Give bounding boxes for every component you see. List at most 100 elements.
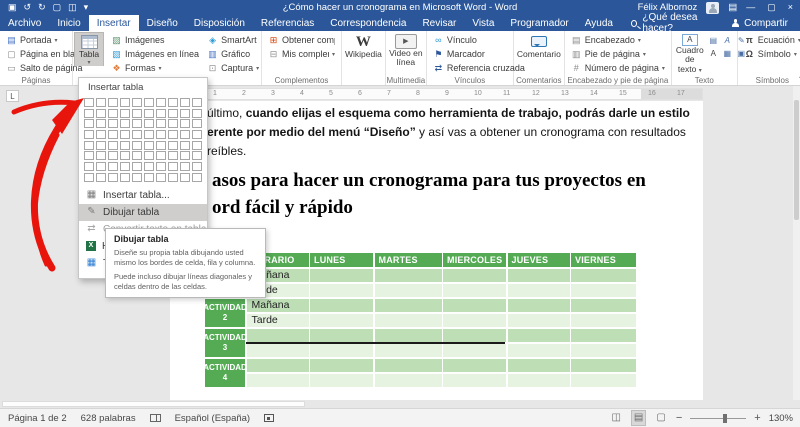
obtener-complementos-button[interactable]: ⊞ Obtener complementos xyxy=(269,34,335,45)
table-size-cell[interactable] xyxy=(167,98,179,107)
table-size-cell[interactable] xyxy=(95,162,107,172)
table-size-cell[interactable] xyxy=(155,98,167,107)
table-size-cell[interactable] xyxy=(131,108,143,118)
macro-record-icon[interactable] xyxy=(264,414,275,422)
zoom-in-button[interactable]: + xyxy=(754,412,761,424)
table-size-grid[interactable] xyxy=(79,96,207,187)
print-layout-icon[interactable]: ▤ xyxy=(630,410,647,426)
customize-qat-icon[interactable]: ▾ xyxy=(83,2,89,12)
table-size-cell[interactable] xyxy=(84,151,95,161)
tab-disposición[interactable]: Disposición xyxy=(193,17,245,29)
web-layout-icon[interactable]: ▢ xyxy=(656,412,666,423)
table-size-cell[interactable] xyxy=(131,162,143,172)
table-size-cell[interactable] xyxy=(155,108,167,118)
date-time-icon[interactable]: ▦ xyxy=(723,49,732,58)
table-size-cell[interactable] xyxy=(84,130,95,140)
table-size-cell[interactable] xyxy=(95,140,107,150)
table-size-cell[interactable] xyxy=(167,151,179,161)
dibujar-tabla-item[interactable]: ✎ Dibujar tabla xyxy=(79,203,207,221)
table-size-cell[interactable] xyxy=(179,162,191,172)
restore-button[interactable]: ▢ xyxy=(767,2,777,12)
tab-archivo[interactable]: Archivo xyxy=(8,17,42,29)
table-size-cell[interactable] xyxy=(84,162,95,172)
table-size-cell[interactable] xyxy=(95,130,107,140)
avatar[interactable] xyxy=(706,1,720,14)
table-size-cell[interactable] xyxy=(107,108,119,118)
table-size-cell[interactable] xyxy=(119,130,131,140)
table-size-cell[interactable] xyxy=(119,162,131,172)
marcador-button[interactable]: ⚑ Marcador xyxy=(434,48,485,59)
table-size-cell[interactable] xyxy=(131,119,143,129)
imagenes-en-linea-button[interactable]: ▧ Imágenes en línea xyxy=(112,48,200,59)
table-size-cell[interactable] xyxy=(155,172,167,182)
proofing-icon[interactable] xyxy=(149,414,161,422)
table-size-cell[interactable] xyxy=(131,98,143,107)
table-size-cell[interactable] xyxy=(143,151,155,161)
table-size-cell[interactable] xyxy=(107,98,119,107)
table-size-cell[interactable] xyxy=(119,140,131,150)
table-size-cell[interactable] xyxy=(84,119,95,129)
table-size-cell[interactable] xyxy=(143,98,155,107)
table-size-cell[interactable] xyxy=(179,119,191,129)
save-icon[interactable]: ▣ xyxy=(8,2,17,12)
page-indicator[interactable]: Página 1 de 2 xyxy=(8,412,67,424)
table-size-cell[interactable] xyxy=(191,119,203,129)
table-size-cell[interactable] xyxy=(191,130,203,140)
table-size-cell[interactable] xyxy=(131,151,143,161)
portada-button[interactable]: ▤ Portada ▾ xyxy=(7,34,58,45)
table-size-cell[interactable] xyxy=(191,172,203,182)
pagina-en-blanco-button[interactable]: ▢ Página en blanco xyxy=(7,48,90,59)
table-size-cell[interactable] xyxy=(84,108,95,118)
table-size-cell[interactable] xyxy=(107,130,119,140)
encabezado-button[interactable]: ▤ Encabezado ▾ xyxy=(572,34,641,45)
language-indicator[interactable]: Español (España) xyxy=(174,412,251,424)
undo-icon[interactable]: ↺ xyxy=(23,2,32,12)
tell-me-box[interactable]: ¿Qué desea hacer? xyxy=(621,12,731,34)
schedule-table[interactable]: HORARIO LUNES MARTES MIERCOLES JUEVES VIERNES… xyxy=(203,253,636,387)
vinculo-button[interactable]: ∞ Vínculo xyxy=(430,33,510,47)
table-size-cell[interactable] xyxy=(179,172,191,182)
table-size-cell[interactable] xyxy=(107,162,119,172)
table-size-cell[interactable] xyxy=(119,98,131,107)
table-size-cell[interactable] xyxy=(131,130,143,140)
table-size-cell[interactable] xyxy=(191,151,203,161)
table-size-cell[interactable] xyxy=(95,108,107,118)
tabla-button[interactable]: Tabla ▾ xyxy=(74,32,104,66)
tab-insertar[interactable]: Insertar xyxy=(88,15,139,31)
table-size-cell[interactable] xyxy=(191,108,203,118)
table-size-cell[interactable] xyxy=(155,162,167,172)
tab-stop-selector[interactable]: L xyxy=(6,90,19,102)
table-size-cell[interactable] xyxy=(84,140,95,150)
vertical-scrollbar-thumb[interactable] xyxy=(794,100,799,220)
table-size-cell[interactable] xyxy=(95,172,107,182)
redo-icon[interactable]: ↻ xyxy=(38,2,46,12)
imagenes-button[interactable]: ▨ Imágenes xyxy=(112,34,165,45)
pie-de-pagina-button[interactable]: ▥ Pie de página ▾ xyxy=(572,48,646,59)
table-size-cell[interactable] xyxy=(167,108,179,118)
table-size-cell[interactable] xyxy=(191,140,203,150)
table-size-cell[interactable] xyxy=(167,140,179,150)
salto-de-pagina-button[interactable]: ▭ Salto de página xyxy=(7,62,83,73)
object-icon[interactable]: ▣ xyxy=(737,49,746,58)
table-size-cell[interactable] xyxy=(107,151,119,161)
table-size-cell[interactable] xyxy=(95,119,107,129)
numero-de-pagina-button[interactable]: # Número de página ▾ xyxy=(568,61,668,75)
table-size-cell[interactable] xyxy=(179,108,191,118)
tab-ayuda[interactable]: Ayuda xyxy=(584,17,613,29)
wikipedia-button[interactable]: W Wikipedia xyxy=(345,34,382,59)
table-size-cell[interactable] xyxy=(119,151,131,161)
table-size-cell[interactable] xyxy=(107,119,119,129)
tab-diseño[interactable]: Diseño xyxy=(146,17,178,29)
read-mode-icon[interactable]: ◫ xyxy=(611,412,621,423)
wordart-icon[interactable]: A xyxy=(724,36,730,45)
user-name[interactable]: Félix Albornoz xyxy=(637,2,698,13)
zoom-level[interactable]: 130% xyxy=(768,412,793,424)
table-size-cell[interactable] xyxy=(119,119,131,129)
share-button[interactable]: Compartir xyxy=(731,15,800,31)
vertical-scrollbar[interactable] xyxy=(793,86,800,400)
table-size-cell[interactable] xyxy=(84,172,95,182)
table-size-cell[interactable] xyxy=(179,140,191,150)
table-size-cell[interactable] xyxy=(167,119,179,129)
table-size-cell[interactable] xyxy=(119,172,131,182)
captura-button[interactable]: ⊡ Captura ▾ xyxy=(208,62,260,73)
